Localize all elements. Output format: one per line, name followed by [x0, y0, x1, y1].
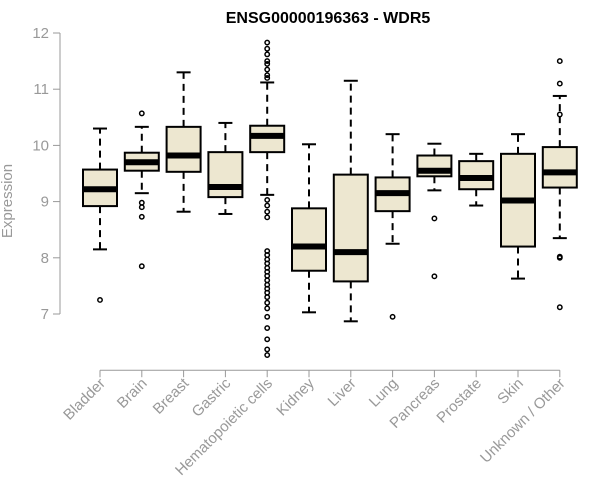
y-axis: 7 8 9 10 11 12 — [32, 25, 61, 323]
box-group-liver — [332, 79, 369, 323]
outlier-point — [264, 336, 271, 343]
iqr-box — [541, 146, 578, 189]
box-group-brain — [123, 110, 160, 270]
outlier-point — [264, 202, 271, 209]
outlier-point — [264, 313, 271, 320]
outlier-point — [264, 72, 271, 79]
outlier-point — [264, 264, 271, 271]
iqr-box — [291, 207, 327, 272]
outlier-point — [431, 273, 438, 280]
box-group-prostate — [458, 152, 495, 207]
box-group-bladder — [82, 127, 118, 303]
x-tick-label: Brain — [114, 375, 151, 412]
outlier-point — [556, 111, 563, 118]
y-tick-label: 11 — [33, 81, 49, 98]
y-tick-label: 7 — [41, 306, 49, 323]
outlier-point — [556, 58, 563, 65]
outlier-point — [264, 305, 271, 312]
x-tick-label: Lung — [366, 375, 402, 411]
box-group-gastric — [207, 121, 244, 215]
outlier-point — [264, 346, 271, 353]
iqr-box — [207, 151, 244, 199]
x-tick-label: Prostate — [433, 375, 485, 427]
outlier-point — [264, 208, 271, 215]
iqr-box — [332, 173, 369, 283]
outlier-point — [264, 294, 271, 301]
y-axis-label: Expression — [0, 164, 16, 238]
outlier-point — [556, 80, 563, 87]
outlier-point — [264, 325, 271, 331]
outlier-point — [264, 51, 271, 58]
outlier-point — [138, 110, 145, 117]
outlier-point — [264, 281, 271, 288]
outlier-point — [264, 214, 271, 221]
y-tick-label: 9 — [41, 194, 49, 211]
outlier-point — [431, 215, 438, 222]
outlier-point — [138, 263, 145, 270]
outlier-point — [264, 256, 271, 263]
outlier-point — [138, 204, 145, 211]
x-tick-label: Kidney — [273, 375, 318, 420]
outlier-point — [556, 253, 563, 260]
outlier-point — [264, 45, 271, 52]
x-tick-label: Breast — [150, 374, 193, 417]
outlier-point — [138, 213, 145, 220]
outlier-point — [264, 352, 271, 358]
outlier-point — [264, 60, 271, 67]
x-tick-label: Skin — [494, 375, 527, 408]
box-group-breast — [165, 71, 202, 213]
outlier-point — [264, 299, 271, 306]
chart-title: ENSG00000196363 - WDR5 — [226, 10, 431, 27]
box-group-pancreas — [416, 142, 453, 280]
box-group-unknown-other — [541, 58, 578, 311]
box-group-skin — [500, 133, 536, 280]
outlier-point — [264, 39, 271, 46]
y-tick-label: 12 — [32, 25, 49, 42]
outlier-point — [264, 66, 271, 73]
boxes-layer — [82, 39, 578, 358]
outlier-point — [138, 199, 145, 206]
iqr-box — [165, 125, 202, 173]
outlier-point — [556, 304, 563, 311]
box-group-hematopoietic-cells — [249, 39, 286, 358]
outlier-point — [264, 75, 271, 81]
iqr-box — [249, 124, 286, 154]
y-tick-label: 10 — [32, 137, 49, 154]
x-tick-label: Bladder — [60, 375, 109, 424]
outlier-point — [97, 297, 103, 303]
box-group-lung — [374, 133, 411, 320]
box-group-kidney — [291, 143, 327, 314]
y-tick-label: 8 — [41, 250, 49, 267]
outlier-point — [264, 248, 271, 255]
outlier-point — [389, 313, 396, 320]
outlier-point — [264, 58, 271, 65]
outlier-point — [264, 277, 271, 284]
outlier-point — [264, 196, 271, 203]
x-tick-label: Liver — [325, 375, 360, 410]
